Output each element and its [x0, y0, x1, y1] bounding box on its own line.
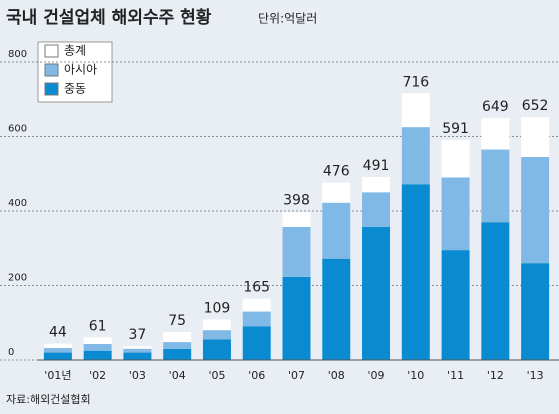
bar-segment	[83, 343, 112, 351]
y-tick-label: 600	[8, 124, 27, 135]
bar-segment	[322, 258, 351, 360]
legend-swatch	[44, 44, 59, 58]
y-tick-label: 400	[8, 198, 27, 209]
legend-label: 중동	[64, 82, 86, 96]
bar-segment	[242, 326, 271, 360]
y-tick-label: 0	[8, 347, 14, 358]
x-tick-label: '03	[129, 369, 146, 382]
bar-segment	[521, 263, 550, 360]
bar-segment	[282, 227, 311, 277]
bar-segment	[401, 184, 430, 360]
x-tick-label: '05	[208, 369, 225, 382]
bar-segment	[282, 276, 311, 360]
x-tick-label: '07	[288, 369, 305, 382]
bar-segment	[163, 342, 192, 349]
value-label: 652	[522, 98, 549, 114]
bar-segment	[163, 348, 192, 360]
value-label: 75	[168, 313, 186, 329]
value-label: 109	[204, 300, 231, 316]
value-label: 44	[49, 325, 67, 341]
x-tick-label: '13	[527, 369, 544, 382]
bar-segment	[43, 352, 72, 360]
value-label: 37	[129, 327, 147, 343]
x-tick-label: '06	[248, 369, 265, 382]
bar-segment	[202, 339, 231, 360]
x-tick-label: '09	[368, 369, 385, 382]
bar-segment	[43, 348, 72, 353]
bar-segment	[401, 127, 430, 185]
value-label: 61	[89, 318, 107, 334]
value-label: 716	[402, 74, 429, 90]
bar-segment	[362, 227, 391, 360]
value-label: 476	[323, 164, 350, 180]
source: 자료:해외건설협회	[6, 392, 91, 406]
bar-segment	[481, 149, 510, 223]
legend-label: 아시아	[64, 63, 97, 77]
bar-segment	[123, 352, 152, 360]
chart-title: 국내 건설업체 해외수주 현황	[6, 8, 212, 28]
bar-segment	[202, 330, 231, 340]
x-tick-label: '04	[169, 369, 186, 382]
bar-segment	[481, 222, 510, 360]
chart-subtitle: 단위:억달러	[258, 12, 317, 26]
y-tick-label: 800	[8, 49, 27, 60]
x-tick-label: '11	[447, 369, 464, 382]
x-tick-label: '12	[487, 369, 504, 382]
legend-swatch	[44, 63, 59, 77]
value-label: 649	[482, 99, 509, 115]
legend-swatch	[44, 82, 59, 96]
value-label: 591	[442, 121, 469, 137]
x-tick-label: '10	[407, 369, 424, 382]
value-label: 491	[363, 158, 390, 174]
bar-segment	[123, 348, 152, 353]
x-tick-label: '08	[328, 369, 345, 382]
legend-label: 총계	[64, 44, 86, 58]
bar-segment	[441, 250, 470, 360]
bar-segment	[441, 177, 470, 251]
x-tick-label: '01년	[44, 369, 71, 382]
value-label: 165	[243, 280, 270, 296]
bar-segment	[521, 156, 550, 264]
y-tick-label: 200	[8, 273, 27, 284]
x-tick-label: '02	[89, 369, 106, 382]
bar-segment	[242, 311, 271, 327]
bar-segment	[83, 350, 112, 360]
value-label: 398	[283, 193, 310, 209]
bar-segment	[322, 202, 351, 259]
bar-segment	[362, 192, 391, 228]
